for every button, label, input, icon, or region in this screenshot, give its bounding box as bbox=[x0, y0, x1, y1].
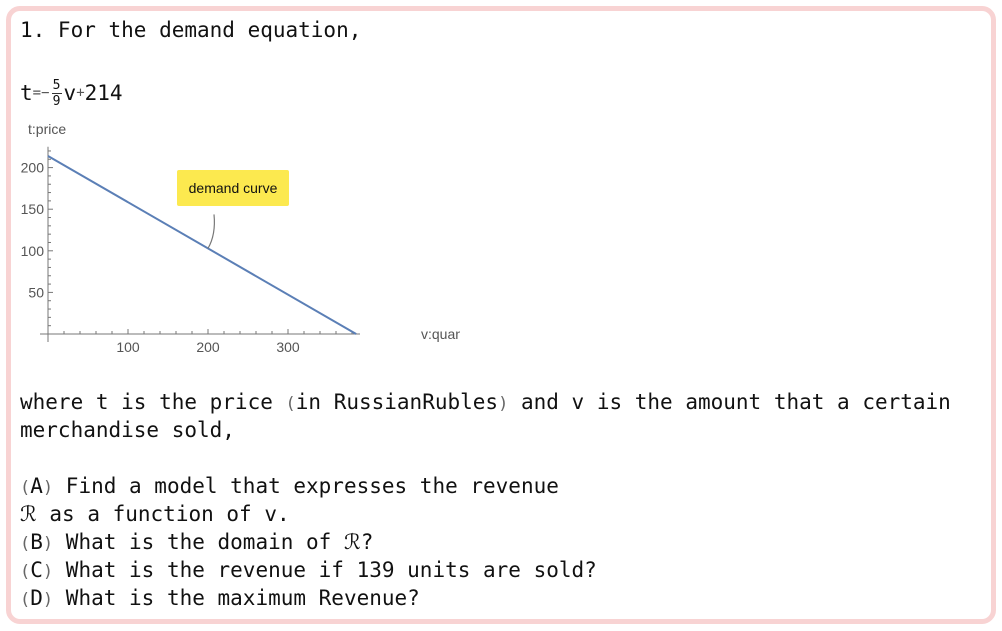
part-b: (B) What is the domain of ℛ? bbox=[20, 530, 374, 554]
annotation-box bbox=[177, 170, 289, 206]
demand-chart: t:price v:quantity 100 200 300 50 100 150 200 d… bbox=[21, 121, 460, 355]
part-a-continued: ℛ as a function of v. bbox=[20, 502, 290, 526]
fraction-denominator: 9 bbox=[52, 93, 61, 109]
part-d: (D) What is the maximum Revenue? bbox=[20, 586, 420, 610]
part-a: (A) Find a model that expresses the reve… bbox=[20, 474, 559, 498]
y-tick-label: 100 bbox=[21, 243, 45, 259]
x-tick-label: 300 bbox=[276, 339, 300, 355]
y-tick-label: 150 bbox=[21, 201, 45, 217]
where-line-2: merchandise sold, bbox=[20, 418, 235, 442]
equation-lhs: t bbox=[20, 81, 33, 105]
equation-var: v bbox=[63, 81, 77, 105]
x-axis-label: v:quantity bbox=[421, 326, 460, 342]
annotation-label: demand curve bbox=[189, 180, 278, 196]
y-axis-label: t:price bbox=[28, 121, 66, 137]
equation-equals: = bbox=[32, 85, 42, 101]
equation-plus: + bbox=[76, 85, 85, 101]
x-tick-label: 100 bbox=[116, 339, 140, 355]
demand-equation: t = −5 9 v +214 bbox=[20, 72, 123, 114]
problem-heading: 1. For the demand equation, bbox=[20, 18, 362, 42]
equation-minus: − bbox=[41, 85, 50, 101]
part-c: (C) What is the revenue if 139 units are… bbox=[20, 558, 597, 582]
where-line-1: where t is the price (in RussianRubles) … bbox=[20, 390, 951, 414]
y-tick-label: 200 bbox=[21, 160, 45, 176]
fraction-numerator: 5 bbox=[52, 77, 61, 93]
y-tick-label: 50 bbox=[28, 284, 44, 300]
annotation-leader-line bbox=[207, 214, 215, 249]
demand-curve-line bbox=[47, 155, 357, 335]
equation-constant: 214 bbox=[84, 81, 123, 105]
problem-card bbox=[6, 6, 996, 624]
x-tick-label: 200 bbox=[196, 339, 220, 355]
